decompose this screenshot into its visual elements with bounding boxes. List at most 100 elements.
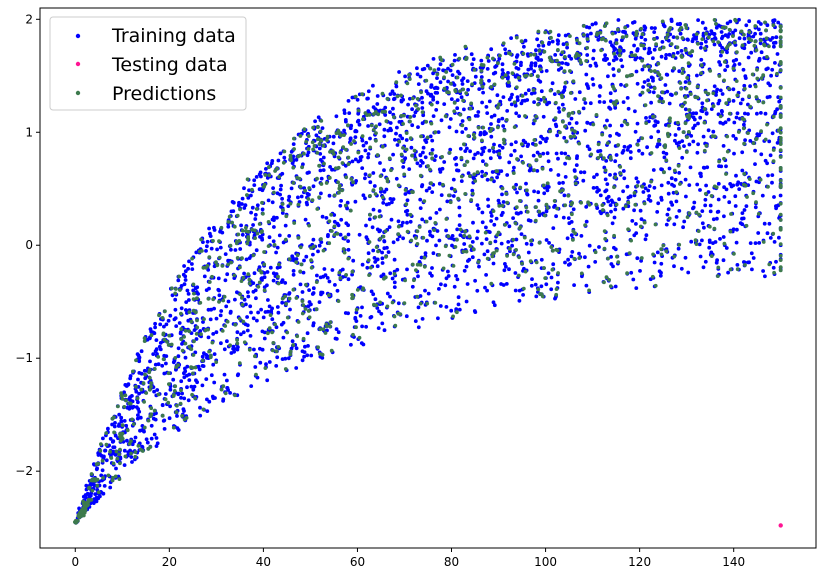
- prediction-point: [368, 212, 372, 217]
- prediction-point: [667, 216, 672, 221]
- prediction-point: [633, 53, 638, 58]
- prediction-point: [620, 35, 625, 40]
- training-point: [633, 109, 637, 114]
- prediction-point: [127, 401, 132, 406]
- training-point: [695, 150, 700, 155]
- prediction-point: [626, 227, 630, 232]
- training-point: [515, 190, 519, 195]
- prediction-point: [236, 232, 241, 237]
- training-point: [458, 146, 463, 151]
- prediction-point: [295, 253, 300, 258]
- prediction-point: [241, 319, 246, 324]
- training-point: [363, 176, 367, 181]
- training-point: [759, 152, 764, 157]
- training-point: [720, 92, 725, 96]
- prediction-point: [143, 372, 148, 377]
- training-point: [145, 440, 150, 445]
- training-point: [205, 356, 209, 360]
- training-point: [423, 155, 428, 160]
- training-point: [252, 271, 257, 276]
- training-point: [692, 117, 697, 122]
- prediction-point: [199, 332, 203, 336]
- prediction-point: [156, 392, 161, 397]
- prediction-point: [639, 26, 643, 31]
- training-point: [674, 199, 679, 204]
- prediction-point: [600, 132, 605, 137]
- training-point: [659, 54, 664, 59]
- training-point: [479, 58, 484, 63]
- prediction-point: [494, 248, 499, 253]
- prediction-point: [361, 117, 365, 122]
- training-point: [439, 118, 444, 123]
- training-point: [262, 336, 267, 341]
- training-point: [288, 307, 292, 312]
- training-point: [211, 332, 216, 336]
- training-point: [493, 239, 498, 244]
- prediction-point: [507, 51, 511, 55]
- training-point: [306, 344, 310, 348]
- training-point: [507, 160, 512, 165]
- training-point: [381, 272, 386, 277]
- prediction-point: [585, 46, 590, 50]
- prediction-point: [430, 151, 434, 156]
- prediction-point: [311, 125, 315, 130]
- training-point: [361, 143, 366, 148]
- prediction-point: [445, 90, 449, 95]
- training-point: [486, 59, 491, 63]
- training-point: [217, 293, 222, 298]
- prediction-point: [116, 404, 120, 409]
- prediction-point: [397, 139, 402, 144]
- training-point: [608, 91, 613, 96]
- prediction-point: [594, 113, 599, 117]
- training-point: [476, 110, 481, 114]
- training-point: [652, 260, 657, 265]
- training-point: [719, 53, 723, 58]
- training-point: [396, 301, 401, 306]
- training-point: [637, 148, 641, 153]
- prediction-point: [616, 260, 621, 264]
- training-point: [266, 298, 270, 302]
- prediction-point: [247, 347, 252, 352]
- prediction-point: [716, 40, 721, 44]
- training-point: [208, 317, 213, 322]
- training-point: [774, 35, 779, 40]
- training-point: [127, 396, 132, 401]
- training-point: [468, 149, 472, 154]
- training-point: [495, 93, 500, 98]
- prediction-point: [497, 204, 502, 208]
- training-point: [473, 310, 478, 314]
- prediction-point: [765, 55, 769, 59]
- training-point: [635, 81, 640, 86]
- training-point: [613, 284, 618, 289]
- training-point: [439, 193, 444, 198]
- prediction-point: [437, 253, 441, 257]
- training-point: [525, 144, 530, 149]
- training-point: [749, 251, 754, 256]
- training-point: [387, 225, 392, 230]
- prediction-point: [139, 387, 144, 392]
- training-point: [122, 463, 127, 467]
- prediction-point: [131, 369, 135, 374]
- prediction-point: [684, 86, 689, 91]
- training-point: [480, 100, 484, 105]
- training-point: [435, 91, 440, 95]
- prediction-point: [309, 265, 314, 270]
- x-tick-label: 0: [71, 555, 79, 569]
- prediction-point: [173, 291, 178, 296]
- training-point: [179, 284, 184, 288]
- training-point: [492, 149, 496, 154]
- training-point: [394, 131, 398, 136]
- prediction-point: [271, 341, 276, 345]
- training-point: [437, 238, 442, 243]
- training-point: [233, 297, 237, 302]
- training-point: [84, 483, 89, 488]
- prediction-point: [343, 203, 348, 208]
- training-point: [305, 331, 310, 336]
- prediction-point: [338, 276, 343, 280]
- prediction-point: [289, 158, 293, 163]
- training-point: [191, 387, 196, 392]
- training-point: [298, 282, 303, 287]
- prediction-point: [400, 159, 405, 163]
- prediction-point: [383, 229, 388, 234]
- training-point: [709, 29, 714, 33]
